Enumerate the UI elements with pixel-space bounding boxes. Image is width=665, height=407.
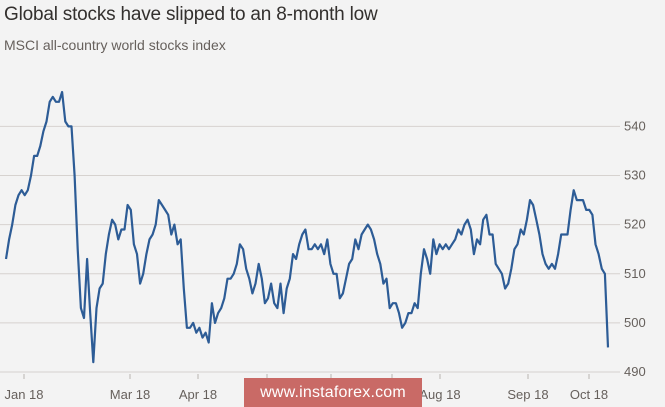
x-tick-label: Mar 18 (110, 387, 150, 402)
series-line (4, 90, 610, 364)
y-tick-label: 490 (624, 364, 646, 379)
x-tick-label: Aug 18 (419, 387, 460, 402)
x-tick-label: Sep 18 (507, 387, 548, 402)
chart-subtitle: MSCI all-country world stocks index (4, 37, 226, 53)
y-tick-label: 520 (624, 217, 646, 232)
x-tick-label: Oct 18 (570, 387, 608, 402)
x-tick-label: Jan 18 (4, 387, 43, 402)
watermark-banner[interactable]: www.instaforex.com (244, 378, 422, 407)
y-tick-label: 510 (624, 266, 646, 281)
y-tick-label: 540 (624, 118, 646, 133)
y-axis-ticks: 490 500 510 520 530 540 (624, 118, 646, 379)
chart-title: Global stocks have slipped to an 8-month… (4, 4, 378, 25)
x-tick-label: Apr 18 (179, 387, 217, 402)
series-layer (4, 90, 610, 364)
y-tick-label: 500 (624, 315, 646, 330)
y-tick-label: 530 (624, 168, 646, 183)
